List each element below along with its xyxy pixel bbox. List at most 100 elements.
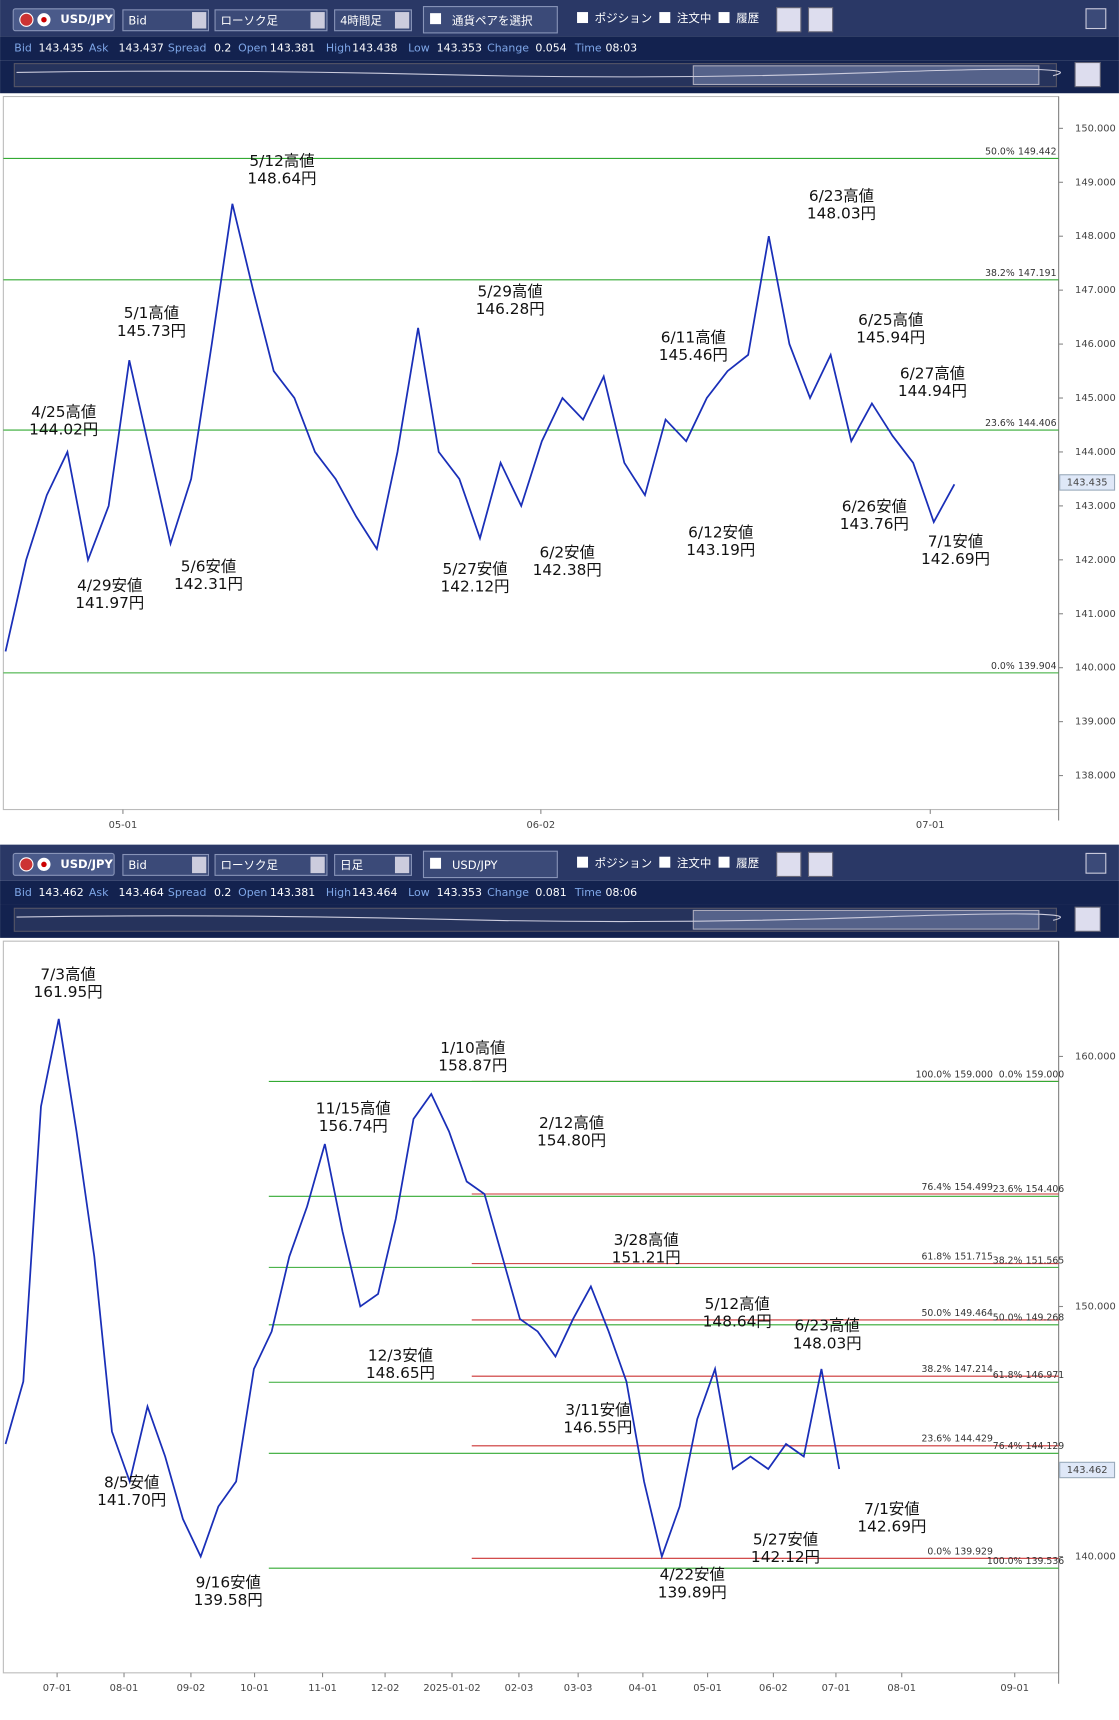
annotation-price: 141.97円 bbox=[75, 594, 144, 612]
checkbox[interactable] bbox=[718, 12, 730, 24]
y-tick-label: 160.000 bbox=[1075, 1051, 1116, 1062]
pair-label: USD/JPY bbox=[60, 857, 113, 871]
y-tick-label: 142.000 bbox=[1075, 555, 1116, 566]
fib-pct: 23.6% bbox=[993, 1184, 1023, 1195]
checkbox-label: 履歴 bbox=[736, 11, 759, 25]
annotation-price: 158.87円 bbox=[438, 1057, 507, 1075]
select-box[interactable] bbox=[214, 853, 328, 876]
fib-level: 149.464 bbox=[954, 1308, 993, 1319]
price-line bbox=[4, 1018, 841, 1560]
select-label: Bid bbox=[128, 858, 146, 872]
zoom-button[interactable] bbox=[1074, 61, 1101, 88]
select-arrow[interactable] bbox=[192, 856, 207, 874]
fib-level: 147.191 bbox=[1018, 268, 1057, 279]
annotation-date: 12/3安値 bbox=[368, 1346, 433, 1364]
select-arrow[interactable] bbox=[310, 856, 325, 874]
checkbox[interactable] bbox=[718, 856, 730, 868]
pair-select-button[interactable] bbox=[422, 850, 558, 879]
annotation-date: 4/22安値 bbox=[660, 1566, 725, 1584]
checkbox[interactable] bbox=[659, 856, 671, 868]
checkbox[interactable] bbox=[577, 856, 589, 868]
checkbox[interactable] bbox=[577, 12, 589, 24]
x-tick-label: 11-01 bbox=[308, 1683, 337, 1694]
y-tick-label: 145.000 bbox=[1075, 393, 1116, 404]
x-tick-label: 07-01 bbox=[43, 1683, 72, 1694]
select-label: ローソク足 bbox=[221, 858, 279, 872]
annotation-price: 142.69円 bbox=[857, 1517, 926, 1535]
plot-area bbox=[2, 940, 1060, 1674]
tool-icon[interactable] bbox=[807, 851, 834, 878]
select-arrow[interactable] bbox=[394, 856, 410, 874]
y-tick-label: 147.000 bbox=[1075, 285, 1116, 296]
zoom-button[interactable] bbox=[1074, 906, 1101, 932]
select-arrow[interactable] bbox=[192, 12, 207, 29]
fib-level: 139.904 bbox=[1018, 661, 1057, 672]
x-tick-label: 12-02 bbox=[371, 1683, 400, 1694]
fib-level: 147.214 bbox=[954, 1364, 993, 1375]
navigator-window[interactable] bbox=[692, 909, 1040, 930]
x-tick-label: 08-01 bbox=[887, 1683, 916, 1694]
annotation-price: 148.03円 bbox=[793, 1334, 862, 1352]
fib-level: 144.129 bbox=[1026, 1441, 1065, 1452]
annotation-price: 146.55円 bbox=[563, 1419, 632, 1437]
info-value: 0.2 bbox=[214, 886, 231, 899]
pair-button[interactable] bbox=[12, 8, 115, 32]
checkbox[interactable] bbox=[430, 857, 442, 869]
x-tick-label: 05-01 bbox=[109, 820, 138, 831]
info-label: Open bbox=[238, 886, 267, 899]
info-value: 143.381 bbox=[270, 886, 315, 899]
annotation-date: 9/16安値 bbox=[196, 1573, 261, 1591]
info-label: Time bbox=[574, 41, 602, 54]
annotation-price: 151.21円 bbox=[612, 1249, 681, 1267]
flag-jp-dot bbox=[41, 861, 47, 868]
annotation-price: 139.58円 bbox=[194, 1591, 263, 1609]
checkbox[interactable] bbox=[659, 12, 671, 24]
x-tick-label: 09-02 bbox=[177, 1683, 206, 1694]
fib-pct: 50.0% bbox=[985, 146, 1015, 157]
annotation-date: 2/12高値 bbox=[539, 1114, 604, 1132]
info-value: 143.381 bbox=[270, 41, 315, 54]
select-box[interactable] bbox=[214, 9, 328, 32]
y-tick-label: 146.000 bbox=[1075, 339, 1116, 350]
annotation-price: 148.65円 bbox=[366, 1364, 435, 1382]
info-value: 0.081 bbox=[535, 886, 566, 899]
y-tick-label: 139.000 bbox=[1075, 717, 1116, 728]
checkbox[interactable] bbox=[430, 13, 442, 25]
pair-button[interactable] bbox=[12, 852, 115, 876]
pair-select-label: USD/JPY bbox=[452, 858, 499, 872]
fib-pct: 76.4% bbox=[922, 1182, 952, 1193]
checkbox-label: 注文中 bbox=[677, 11, 712, 25]
select-box[interactable] bbox=[122, 853, 210, 876]
select-box[interactable] bbox=[122, 9, 210, 32]
info-label: Change bbox=[487, 886, 529, 899]
navigator-window[interactable] bbox=[692, 65, 1040, 86]
annotation-date: 1/10高値 bbox=[440, 1039, 505, 1057]
fib-level: 139.929 bbox=[954, 1546, 993, 1557]
annotation-price: 144.02円 bbox=[29, 421, 98, 439]
y-tick-label: 150.000 bbox=[1075, 1302, 1116, 1313]
annotation-price: 146.28円 bbox=[476, 300, 545, 318]
select-label: 4時間足 bbox=[340, 13, 382, 27]
flag-us bbox=[19, 857, 34, 872]
annotation-date: 4/29安値 bbox=[77, 576, 142, 594]
tool-icon[interactable] bbox=[776, 7, 802, 33]
select-box[interactable] bbox=[334, 853, 412, 876]
tool-icon[interactable] bbox=[807, 7, 834, 33]
select-arrow[interactable] bbox=[394, 12, 410, 29]
select-arrow[interactable] bbox=[310, 12, 325, 29]
annotation-date: 5/6安値 bbox=[181, 558, 236, 576]
fib-level: 159.000 bbox=[1026, 1069, 1065, 1080]
fib-pct: 50.0% bbox=[922, 1308, 952, 1319]
fib-pct: 100.0% bbox=[987, 1556, 1023, 1567]
expand-icon[interactable] bbox=[1085, 8, 1107, 30]
annotation-date: 6/27高値 bbox=[900, 365, 965, 383]
fib-pct: 38.2% bbox=[993, 1255, 1023, 1266]
annotation-price: 142.31円 bbox=[174, 575, 243, 593]
tool-icon[interactable] bbox=[776, 851, 802, 878]
select-box[interactable] bbox=[334, 9, 412, 32]
checkbox-label: 注文中 bbox=[677, 856, 712, 870]
annotation-date: 5/27安値 bbox=[753, 1531, 818, 1549]
expand-icon[interactable] bbox=[1085, 852, 1107, 874]
pair-select-button[interactable] bbox=[422, 6, 558, 34]
